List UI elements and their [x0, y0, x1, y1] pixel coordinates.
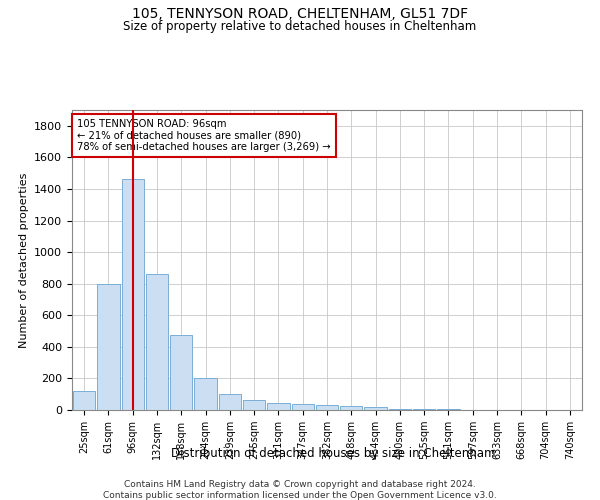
Y-axis label: Number of detached properties: Number of detached properties [19, 172, 29, 348]
Text: Size of property relative to detached houses in Cheltenham: Size of property relative to detached ho… [124, 20, 476, 33]
Bar [364, 408, 387, 410]
Text: 105, TENNYSON ROAD, CHELTENHAM, GL51 7DF: 105, TENNYSON ROAD, CHELTENHAM, GL51 7DF [132, 8, 468, 22]
Bar [243, 400, 265, 410]
Bar [170, 335, 193, 410]
Bar [316, 406, 338, 410]
Bar [389, 409, 411, 410]
Text: Contains HM Land Registry data © Crown copyright and database right 2024.: Contains HM Land Registry data © Crown c… [124, 480, 476, 489]
Bar [340, 406, 362, 410]
Bar [146, 274, 168, 410]
Bar [218, 394, 241, 410]
Bar [194, 378, 217, 410]
Bar [122, 180, 144, 410]
Bar [267, 403, 290, 410]
Bar [73, 391, 95, 410]
Text: Distribution of detached houses by size in Cheltenham: Distribution of detached houses by size … [171, 448, 495, 460]
Text: 105 TENNYSON ROAD: 96sqm
← 21% of detached houses are smaller (890)
78% of semi-: 105 TENNYSON ROAD: 96sqm ← 21% of detach… [77, 119, 331, 152]
Text: Contains public sector information licensed under the Open Government Licence v3: Contains public sector information licen… [103, 491, 497, 500]
Bar [413, 409, 436, 410]
Bar [292, 404, 314, 410]
Bar [97, 284, 119, 410]
